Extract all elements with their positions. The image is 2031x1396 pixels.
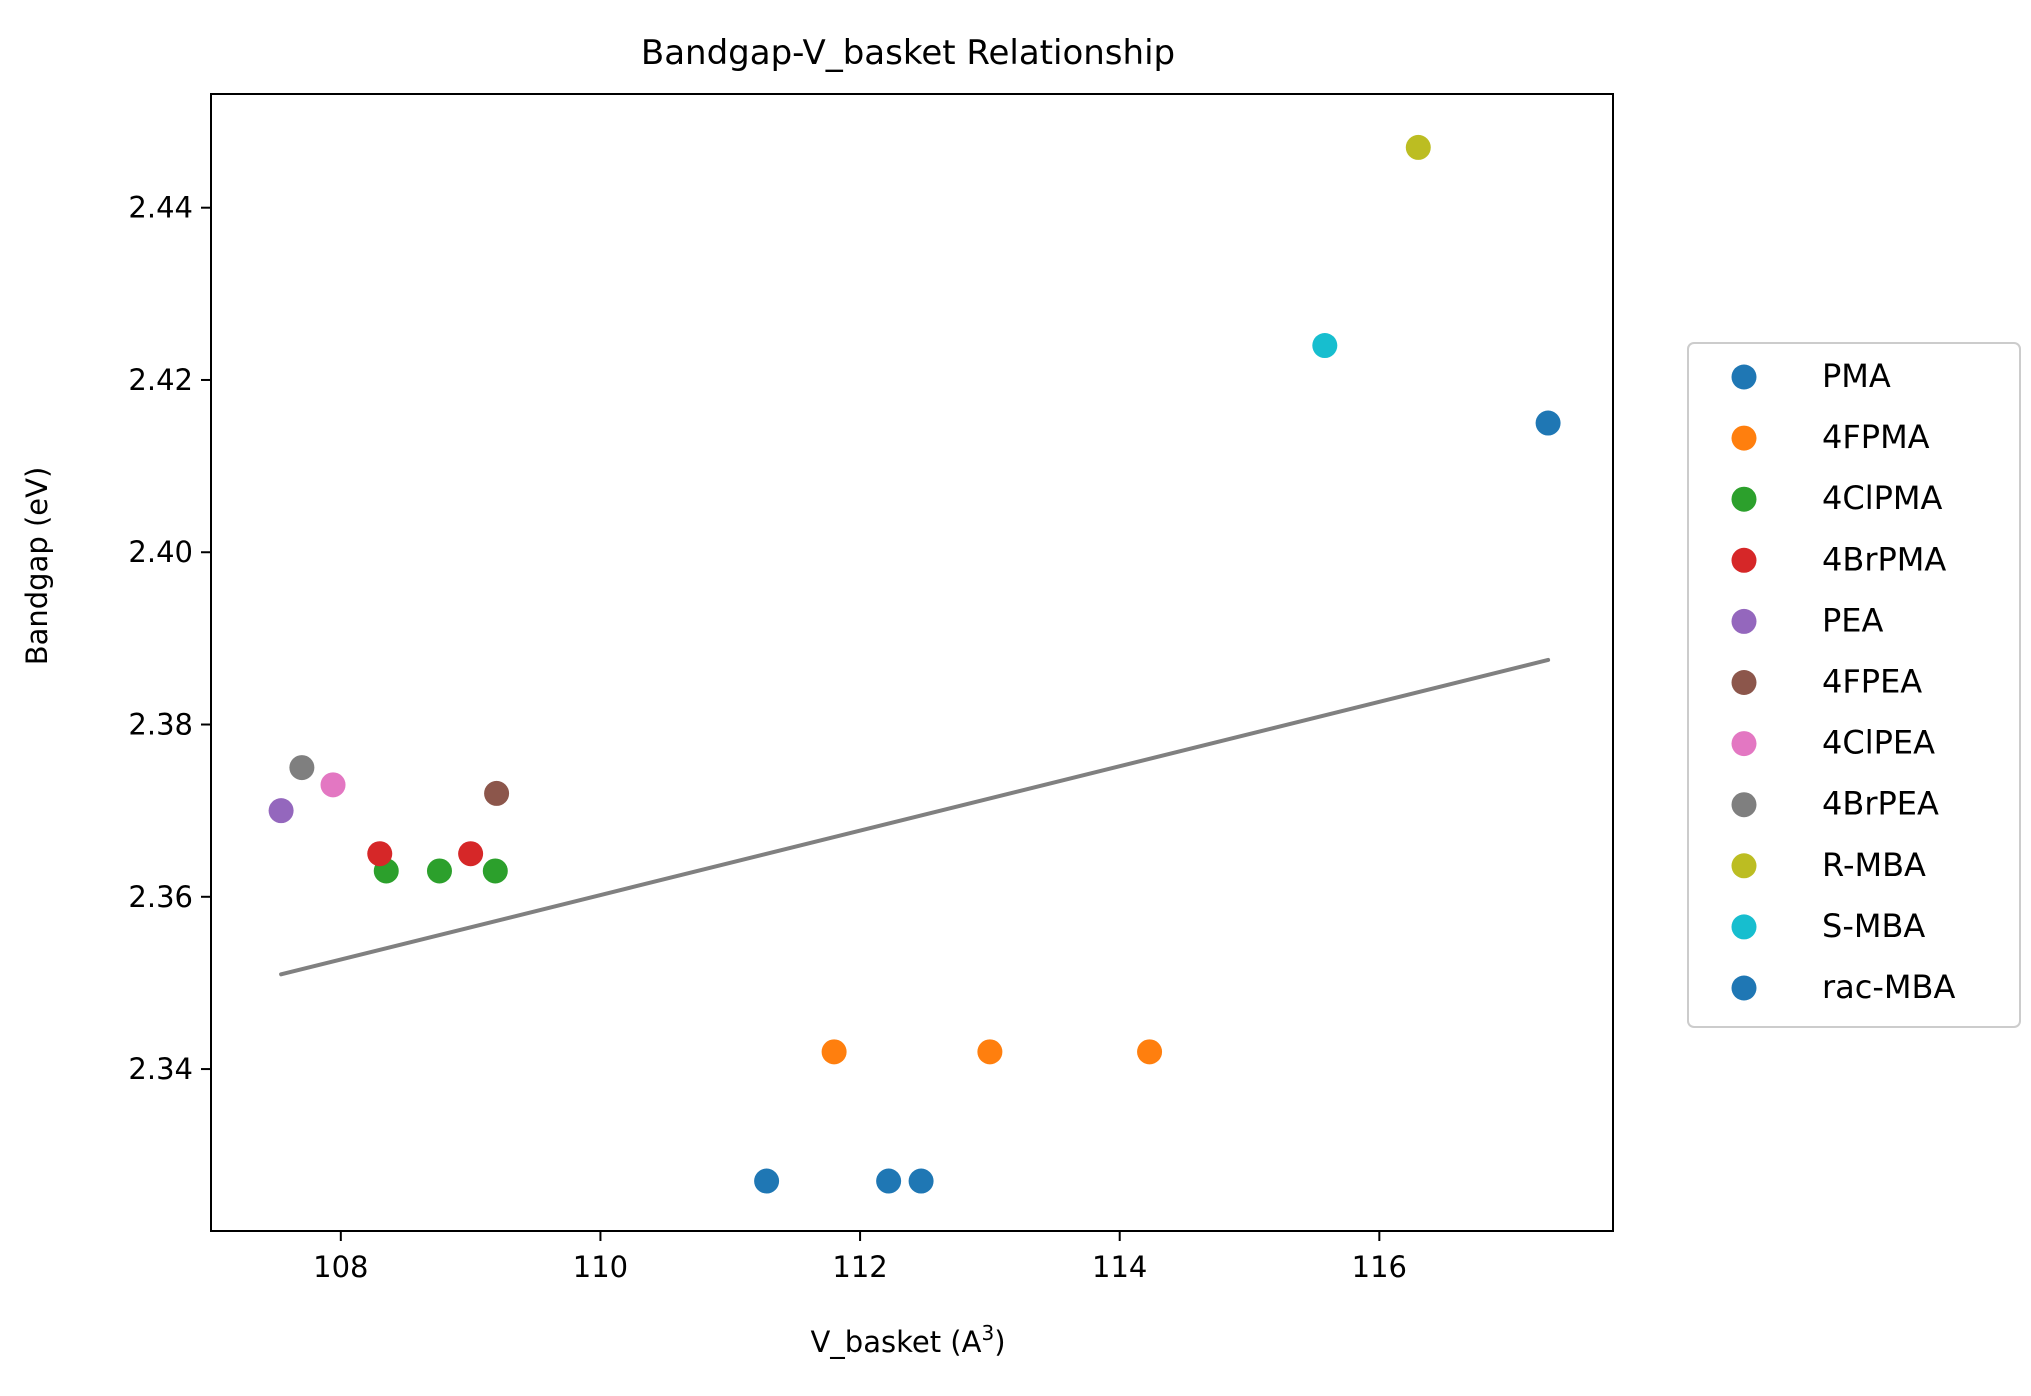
x-tick-label: 116 (1352, 1250, 1407, 1284)
data-point-pea (268, 798, 294, 824)
y-tick-label: 2.34 (128, 1052, 193, 1086)
legend-marker (1731, 425, 1757, 451)
data-point-4fpea (484, 780, 510, 806)
trendline-layer (279, 657, 1551, 977)
legend-marker (1731, 547, 1757, 573)
legend-label: R-MBA (1822, 846, 1926, 884)
chart-title: Bandgap-V_basket Relationship (641, 33, 1175, 73)
trend-line (279, 657, 1551, 977)
legend-label: 4FPMA (1822, 418, 1930, 456)
x-tick-label: 114 (1092, 1250, 1147, 1284)
legend-label: S-MBA (1822, 907, 1925, 945)
legend-label: PEA (1822, 601, 1884, 639)
legend-marker (1731, 486, 1757, 512)
legend-marker (1731, 853, 1757, 879)
x-axis-label-superscript: 3 (981, 1321, 994, 1345)
x-axis-label-suffix: ) (994, 1325, 1005, 1359)
y-axis-ticks: 2.34 2.36 2.38 2.40 2.42 2.44 (128, 191, 211, 1086)
data-point-4brpma (458, 841, 484, 867)
x-tick-label: 108 (313, 1250, 368, 1284)
x-axis-label: V_basket (A3) (810, 1321, 1005, 1359)
data-point-pma (876, 1168, 902, 1194)
legend-label: 4BrPMA (1822, 540, 1946, 578)
data-point-s-mba (1312, 333, 1338, 359)
legend-marker (1731, 731, 1757, 757)
legend-marker (1731, 914, 1757, 940)
y-tick-label: 2.40 (128, 535, 193, 569)
legend-label: 4FPEA (1822, 663, 1922, 701)
data-point-4brpma (367, 841, 393, 867)
y-axis-label: Bandgap (eV) (20, 467, 54, 666)
x-axis-ticks: 108 110 112 114 116 (313, 1231, 1407, 1284)
data-point-4clpma (482, 858, 508, 884)
data-point-4brpea (289, 755, 315, 781)
data-point-r-mba (1405, 134, 1431, 160)
legend-box (1687, 342, 2021, 1028)
y-tick-label: 2.44 (128, 191, 193, 225)
legend-marker (1731, 792, 1757, 818)
legend-marker (1731, 975, 1757, 1001)
legend: PMA 4FPMA 4ClPMA 4BrPMA PEA 4FPEA 4ClPEA 4BrPEA… (1687, 342, 2021, 1028)
y-tick-label: 2.38 (128, 708, 193, 742)
legend-marker (1731, 608, 1757, 634)
legend-label: 4ClPEA (1822, 724, 1935, 762)
legend-label: 4ClPMA (1822, 479, 1943, 517)
legend-label: 4BrPEA (1822, 785, 1939, 823)
y-tick-label: 2.42 (128, 363, 193, 397)
data-point-4clpma (426, 858, 452, 884)
x-axis-label-main: V_basket (A (810, 1325, 981, 1359)
data-point-4clpea (320, 772, 346, 798)
legend-entries: PMA 4FPMA 4ClPMA 4BrPMA PEA 4FPEA 4ClPEA 4BrPEA… (1731, 357, 1955, 1006)
data-point-4fpma (821, 1039, 847, 1065)
data-points (268, 134, 1561, 1194)
legend-label: PMA (1822, 357, 1891, 395)
data-point-rac-mba (1535, 410, 1561, 436)
x-tick-label: 112 (832, 1250, 887, 1284)
y-tick-label: 2.36 (128, 880, 193, 914)
data-point-pma (754, 1168, 780, 1194)
data-point-pma (908, 1168, 934, 1194)
legend-label: rac-MBA (1822, 968, 1955, 1006)
plot-area-frame (210, 93, 1614, 1232)
data-point-4fpma (1137, 1039, 1163, 1065)
legend-marker (1731, 670, 1757, 695)
legend-marker (1731, 364, 1757, 390)
x-tick-label: 110 (573, 1250, 628, 1284)
data-point-4fpma (977, 1039, 1003, 1065)
